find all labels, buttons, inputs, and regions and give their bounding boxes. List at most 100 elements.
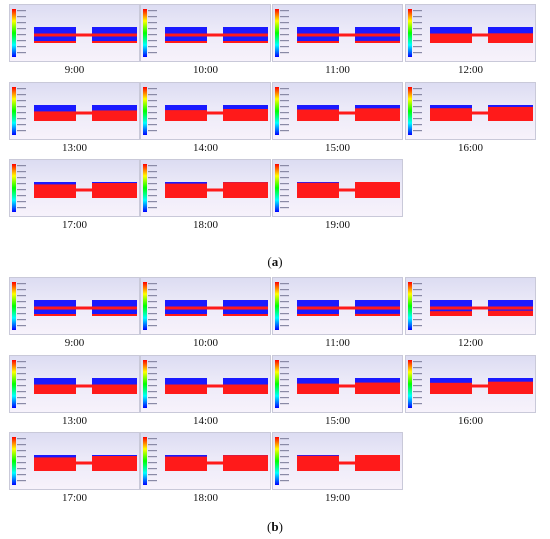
legend-tick — [17, 397, 26, 399]
time-label: 19:00 — [324, 219, 351, 231]
color-legend-bar — [12, 360, 16, 408]
legend-tick — [148, 112, 157, 114]
time-label: 10:00 — [192, 337, 219, 349]
connector-bar — [34, 111, 137, 115]
legend-tick — [280, 313, 289, 315]
legend-tick — [148, 450, 157, 452]
legend-tick — [280, 462, 289, 464]
legend-tick — [280, 325, 289, 327]
legend-tick — [280, 34, 289, 36]
legend-tick — [148, 319, 157, 321]
legend-tick — [148, 10, 157, 12]
contour-plot — [9, 4, 140, 62]
legend-tick — [148, 189, 157, 191]
contour-tile-a-8: 17:00 — [9, 159, 140, 237]
legend-tick — [280, 397, 289, 399]
legend-tick — [17, 165, 26, 167]
connector-bar — [297, 384, 400, 388]
connector-bar — [165, 111, 268, 115]
legend-tick — [413, 367, 422, 369]
legend-tick — [280, 189, 289, 191]
connector-bar — [430, 33, 533, 37]
legend-tick — [413, 112, 422, 114]
legend-tick — [413, 391, 422, 393]
legend-tick — [17, 438, 26, 440]
contour-tile-a-1: 10:00 — [140, 4, 271, 82]
contour-plot — [405, 4, 536, 62]
time-label: 14:00 — [192, 415, 219, 427]
legend-tick — [148, 16, 157, 18]
legend-tick — [17, 289, 26, 291]
color-legend-bar — [408, 282, 412, 330]
connector-bar — [297, 111, 400, 115]
color-legend-bar — [12, 437, 16, 485]
contour-plot — [272, 355, 403, 413]
contour-plot — [272, 277, 403, 335]
contour-tile-b-7: 16:00 — [405, 355, 536, 433]
legend-tick — [280, 46, 289, 48]
legend-tick — [280, 289, 289, 291]
hot-region — [165, 41, 207, 43]
contour-svg — [143, 87, 268, 135]
connector-bar — [430, 306, 533, 310]
legend-tick — [17, 40, 26, 42]
legend-tick — [413, 130, 422, 132]
color-legend-bar — [143, 282, 147, 330]
legend-tick — [280, 94, 289, 96]
contour-tile-a-9: 18:00 — [140, 159, 271, 237]
caption-a: (a) — [267, 254, 283, 269]
hot-region — [92, 110, 137, 121]
legend-tick — [17, 319, 26, 321]
contour-plot — [140, 277, 271, 335]
connector-bar — [165, 306, 268, 310]
contour-tile-b-3: 12:00 — [405, 277, 536, 355]
hot-region — [165, 314, 207, 316]
time-label: 14:00 — [192, 142, 219, 154]
legend-tick — [17, 295, 26, 297]
legend-tick — [280, 16, 289, 18]
legend-tick — [17, 468, 26, 470]
contour-svg — [275, 360, 400, 408]
hot-region — [297, 109, 339, 121]
contour-plot — [9, 277, 140, 335]
legend-tick — [17, 88, 26, 90]
color-legend-bar — [143, 87, 147, 135]
legend-tick — [413, 22, 422, 24]
hot-region — [488, 381, 533, 394]
color-legend-bar — [275, 9, 279, 57]
legend-tick — [413, 106, 422, 108]
legend-tick — [17, 130, 26, 132]
legend-tick — [280, 88, 289, 90]
color-legend-bar — [12, 282, 16, 330]
contour-tile-a-5: 14:00 — [140, 82, 271, 160]
time-label: 18:00 — [192, 492, 219, 504]
legend-tick — [280, 100, 289, 102]
legend-tick — [17, 195, 26, 197]
legend-tick — [280, 22, 289, 24]
time-label: 17:00 — [61, 492, 88, 504]
contour-tile-b-9: 18:00 — [140, 432, 271, 510]
legend-tick — [280, 480, 289, 482]
legend-tick — [280, 373, 289, 375]
legend-tick — [413, 40, 422, 42]
legend-tick — [17, 94, 26, 96]
legend-tick — [17, 112, 26, 114]
legend-tick — [280, 391, 289, 393]
connector-bar — [297, 33, 400, 37]
contour-plot — [9, 159, 140, 217]
legend-tick — [17, 385, 26, 387]
legend-tick — [17, 183, 26, 185]
contour-svg — [12, 282, 137, 330]
contour-svg — [408, 9, 533, 57]
legend-tick — [280, 201, 289, 203]
legend-tick — [17, 106, 26, 108]
hot-region — [92, 386, 137, 394]
legend-tick — [148, 130, 157, 132]
color-legend-bar — [143, 360, 147, 408]
contour-plot — [272, 159, 403, 217]
hot-region — [34, 386, 76, 394]
legend-tick — [280, 295, 289, 297]
legend-tick — [17, 307, 26, 309]
hot-region — [355, 313, 400, 316]
hot-region — [34, 41, 76, 43]
